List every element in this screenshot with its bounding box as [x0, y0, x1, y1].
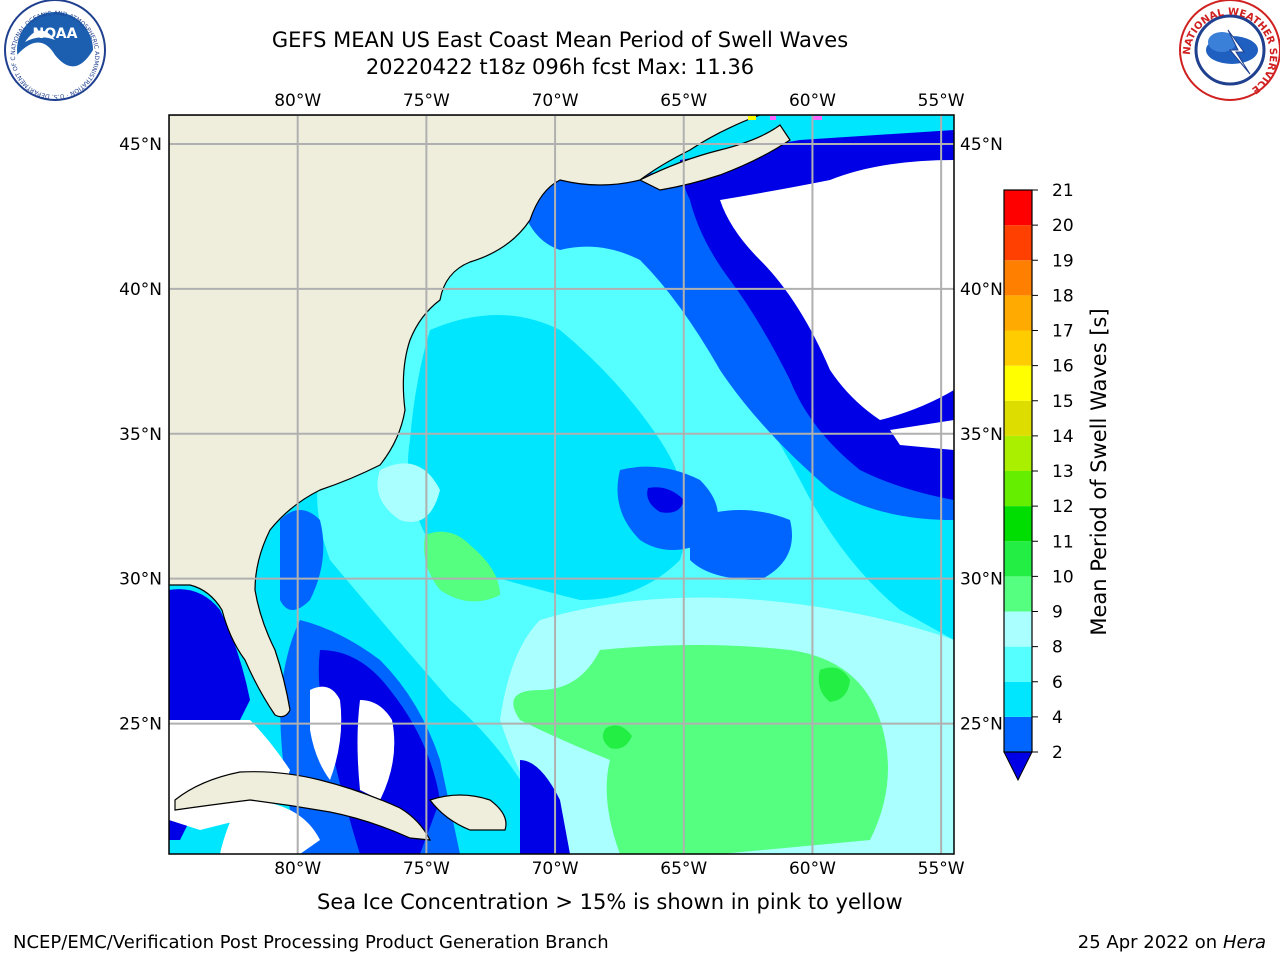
colorbar-tick-label: 21 [1052, 181, 1074, 201]
map-gridlines [169, 115, 954, 854]
lon-label-top: 80°W [274, 91, 321, 111]
nws-logo: NATIONAL WEATHER SERVICE [1179, 0, 1280, 101]
colorbar-tick-label: 20 [1052, 216, 1074, 236]
lon-label-top: 65°W [660, 91, 707, 111]
colorbar-tick-label: 16 [1052, 357, 1074, 377]
colorbar-segment [1004, 190, 1032, 226]
footer-branch: NCEP/EMC/Verification Post Processing Pr… [13, 932, 609, 953]
map-panel [169, 115, 954, 854]
noaa-logo-text: NOAA [33, 26, 78, 42]
lat-label-right: 45°N [960, 135, 1003, 155]
colorbar-tick-label: 19 [1052, 251, 1074, 271]
sea-ice-marks [748, 116, 822, 120]
map-frame [168, 114, 955, 855]
lon-label-top: 75°W [403, 91, 450, 111]
colorbar-tick-label: 13 [1052, 462, 1074, 482]
chart-subtitle: 20220422 t18z 096h fcst Max: 11.36 [365, 55, 755, 79]
colorbar-tick-label: 15 [1052, 392, 1074, 412]
colorbar-tick-label: 11 [1052, 532, 1074, 552]
footer-date: 25 Apr 2022 on Hera [1078, 932, 1266, 953]
lon-label-bottom: 55°W [918, 859, 965, 879]
lon-labels-top: 80°W 75°W 70°W 65°W 60°W 55°W [274, 91, 965, 111]
colorbar-segment [1004, 225, 1032, 261]
lon-labels-bottom: 80°W 75°W 70°W 65°W 60°W 55°W [274, 859, 965, 879]
colorbar-extend-arrow [1003, 751, 1033, 782]
colorbar-segment [1004, 541, 1032, 577]
lon-label-bottom: 75°W [403, 859, 450, 879]
land-north-america [169, 115, 761, 718]
colorbar: 2 4 6 8 9 10 11 12 13 14 15 16 17 18 19 20 21 [1003, 181, 1074, 782]
colorbar-segment [1004, 435, 1032, 471]
lon-label-top: 60°W [789, 91, 836, 111]
colorbar-segment [1004, 576, 1032, 612]
land-nova-scotia [638, 124, 791, 191]
colorbar-tick-label: 6 [1052, 673, 1063, 693]
colorbar-tick-label: 8 [1052, 638, 1063, 658]
lat-label-right: 30°N [960, 570, 1003, 590]
colorbar-tick-label: 12 [1052, 497, 1074, 517]
lat-label-right: 25°N [960, 715, 1003, 735]
lat-label-left: 35°N [119, 425, 162, 445]
colorbar-segment [1004, 646, 1032, 682]
swell-field-green [424, 531, 888, 854]
colorbar-tick-label: 18 [1052, 286, 1074, 306]
colorbar-segment [1004, 260, 1032, 296]
missing-data-regions [169, 160, 954, 854]
colorbar-tick-label: 10 [1052, 567, 1074, 587]
lat-label-left: 30°N [119, 570, 162, 590]
lat-label-left: 40°N [119, 280, 162, 300]
colorbar-segment [1004, 681, 1032, 717]
colorbar-label: Mean Period of Swell Waves [s] [1087, 308, 1111, 635]
lon-label-bottom: 60°W [789, 859, 836, 879]
lat-label-right: 35°N [960, 425, 1003, 445]
colorbar-segment [1004, 471, 1032, 507]
lat-label-left: 25°N [119, 715, 162, 735]
sea-ice-caption: Sea Ice Concentration > 15% is shown in … [317, 890, 903, 914]
colorbar-segment [1004, 611, 1032, 647]
lon-label-bottom: 80°W [274, 859, 321, 879]
colorbar-tick-label: 17 [1052, 322, 1074, 342]
colorbar-segment [1004, 716, 1032, 752]
swell-field-base [408, 315, 687, 600]
land-hispaniola [429, 794, 507, 831]
footer-date-text: 25 Apr 2022 on [1077, 932, 1223, 953]
colorbar-tick-label: 4 [1052, 708, 1063, 728]
colorbar-tick-label: 14 [1052, 427, 1074, 447]
land-cuba [174, 771, 432, 841]
colorbar-tick-label: 9 [1052, 603, 1063, 623]
lat-labels-right: 45°N 40°N 35°N 30°N 25°N [960, 135, 1003, 735]
lat-label-right: 40°N [960, 280, 1003, 300]
colorbar-segment [1004, 400, 1032, 436]
colorbar-segment [1004, 506, 1032, 542]
lon-label-top: 70°W [532, 91, 579, 111]
lat-label-left: 45°N [119, 135, 162, 155]
land-areas [169, 115, 791, 841]
noaa-logo: NOAA NATIONAL OCEANIC AND ATMOSPHERIC AD… [0, 0, 106, 101]
footer-host: Hera [1222, 932, 1266, 953]
lon-label-top: 55°W [918, 91, 965, 111]
colorbar-segment [1004, 330, 1032, 366]
chart-title: GEFS MEAN US East Coast Mean Period of S… [271, 28, 849, 52]
lat-labels-left: 45°N 40°N 35°N 30°N 25°N [119, 135, 162, 735]
colorbar-segment [1004, 295, 1032, 331]
colorbar-tick-label: 2 [1052, 743, 1063, 763]
lon-label-bottom: 65°W [660, 859, 707, 879]
lon-label-bottom: 70°W [532, 859, 579, 879]
colorbar-segment [1004, 365, 1032, 401]
